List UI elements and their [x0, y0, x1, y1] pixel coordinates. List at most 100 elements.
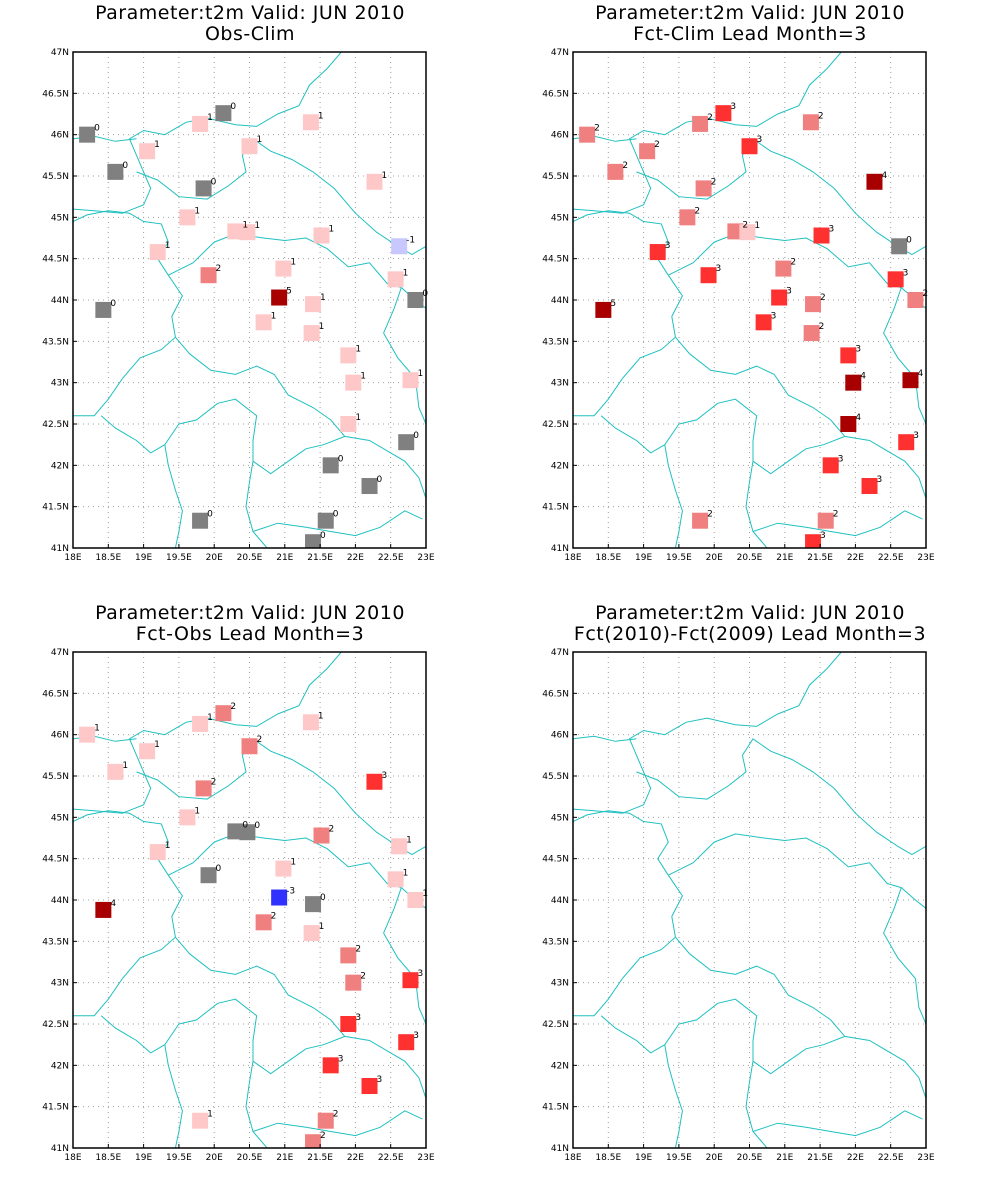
panel-title: Parameter:t2m Valid: JUN 2010 — [95, 602, 405, 624]
boundary-line — [383, 887, 426, 1025]
station-value-label: 3 — [665, 241, 671, 251]
boundary-line — [600, 1015, 666, 1054]
station-marker — [271, 289, 288, 306]
station-marker — [79, 126, 96, 143]
x-tick-label: 19.5E — [166, 1153, 192, 1163]
station-value-label: 3 — [855, 344, 861, 354]
station-value-label: 1 — [320, 293, 326, 303]
station-marker — [192, 715, 209, 732]
station-value-label: 3 — [757, 135, 763, 145]
station-marker — [195, 780, 212, 797]
y-tick-label: 42N — [51, 461, 69, 471]
station-value-label: 3 — [838, 454, 844, 464]
boundary-line — [573, 810, 683, 1017]
station-marker — [95, 301, 112, 318]
station-value-label: 3 — [903, 268, 909, 278]
station-marker — [891, 238, 908, 255]
station-marker — [149, 844, 166, 861]
station-marker — [695, 180, 712, 197]
station-value-label: 1 — [355, 413, 361, 423]
station-marker — [805, 296, 822, 313]
y-tick-label: 45N — [551, 813, 569, 823]
x-tick-label: 18E — [64, 1153, 81, 1163]
boundary-line — [573, 652, 842, 814]
boundary-line — [883, 887, 926, 1025]
station-marker — [402, 972, 419, 989]
station-value-label: 3 — [820, 531, 826, 541]
station-value-label: 2 — [355, 944, 361, 954]
x-tick-label: 19.5E — [666, 553, 692, 563]
station-value-label: 3 — [413, 1031, 419, 1041]
station-marker — [898, 434, 915, 451]
station-marker — [340, 1016, 357, 1032]
x-tick-label: 20E — [206, 553, 223, 563]
station-marker — [139, 143, 156, 160]
y-tick-label: 45N — [51, 813, 69, 823]
station-marker — [822, 457, 839, 474]
boundary-line — [752, 1110, 923, 1137]
y-tick-label: 44.5N — [542, 255, 569, 265]
station-marker — [195, 180, 212, 197]
x-tick-label: 20E — [706, 553, 723, 563]
station-marker — [241, 738, 258, 755]
station-marker — [227, 823, 244, 840]
station-marker — [200, 267, 217, 284]
station-value-label: 0 — [110, 299, 116, 309]
station-marker — [817, 512, 834, 529]
station-value-label: 0 — [413, 431, 419, 441]
boundary-line — [883, 287, 926, 425]
boundary-line — [675, 936, 926, 1099]
y-tick-label: 46N — [51, 731, 69, 741]
station-value-label: 2 — [257, 735, 263, 745]
station-value-label: 1 — [207, 113, 213, 123]
station-value-label: 3 — [417, 969, 423, 979]
station-value-label: 1 — [319, 322, 325, 332]
station-marker — [861, 478, 878, 494]
station-marker — [739, 224, 756, 241]
boundary-line — [664, 423, 683, 548]
y-tick-label: 45.5N — [42, 772, 69, 782]
station-marker — [805, 534, 822, 548]
panel-subtitle: Obs-Clim — [204, 23, 296, 45]
y-tick-label: 42.5N — [42, 1020, 69, 1030]
station-marker — [305, 1134, 322, 1148]
y-tick-label: 41N — [551, 544, 569, 554]
x-tick-label: 18E — [64, 553, 81, 563]
station-value-label: 5 — [286, 287, 292, 297]
station-value-label: 3 — [355, 1013, 361, 1023]
station-marker — [907, 292, 924, 308]
station-value-label: 1 — [406, 835, 412, 845]
station-value-label: 0 — [320, 893, 326, 903]
station-marker — [200, 867, 217, 884]
station-marker — [275, 260, 292, 277]
station-marker — [840, 416, 857, 432]
station-marker — [679, 209, 696, 226]
x-tick-label: 19E — [635, 553, 652, 563]
x-tick-label: 18E — [564, 1153, 581, 1163]
station-marker — [345, 974, 362, 991]
station-marker — [302, 714, 319, 731]
x-tick-label: 20.5E — [237, 553, 263, 563]
station-value-label: 0 — [211, 177, 217, 187]
x-tick-label: 21E — [776, 1153, 793, 1163]
station-marker — [866, 173, 883, 190]
station-value-label: 3 — [771, 311, 777, 321]
station-value-label: 1 — [207, 713, 213, 723]
station-marker — [305, 296, 322, 313]
station-value-label: 4 — [881, 171, 887, 181]
station-value-label: 1 — [329, 225, 335, 235]
boundary-line — [178, 998, 345, 1075]
station-value-label: 3 — [377, 1075, 383, 1085]
station-marker — [305, 534, 322, 548]
y-tick-label: 46.5N — [42, 89, 69, 99]
station-value-label: 0 — [230, 102, 236, 112]
station-value-label: 1 — [319, 922, 325, 932]
x-tick-label: 19.5E — [666, 1153, 692, 1163]
station-value-label: 0 — [216, 864, 222, 874]
boundary-line — [668, 833, 926, 909]
station-value-label: 1 — [417, 369, 423, 379]
station-marker — [845, 374, 862, 391]
boundary-line — [136, 138, 426, 256]
station-value-label: 1 — [403, 868, 409, 878]
